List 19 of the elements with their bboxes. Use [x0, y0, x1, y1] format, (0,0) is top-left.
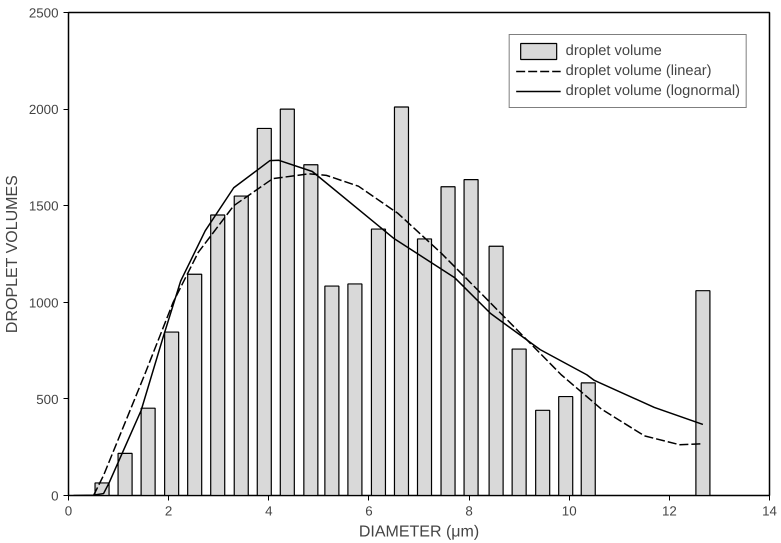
- y-tick-label: 1500: [28, 198, 59, 214]
- x-tick-label: 6: [365, 504, 373, 518]
- legend-label: droplet volume (lognormal): [566, 83, 740, 99]
- y-tick-label: 0: [51, 488, 59, 504]
- y-tick-label: 2500: [28, 6, 59, 20]
- y-tick-label: 1000: [28, 295, 59, 310]
- x-tick-label: 0: [64, 504, 72, 518]
- legend-label: droplet volume (linear): [566, 63, 712, 79]
- x-tick-label: 2: [164, 504, 172, 518]
- y-axis-title: DROPLET VOLUMES: [4, 175, 21, 334]
- x-axis-title: DIAMETER (μm): [358, 524, 480, 540]
- y-tick-label: 2000: [28, 102, 59, 118]
- legend-label: droplet volume: [566, 43, 662, 59]
- x-tick-label: 4: [265, 504, 274, 518]
- x-tick-label: 10: [562, 504, 577, 518]
- x-tick-label: 12: [662, 504, 677, 518]
- y-tick-label: 500: [36, 392, 59, 407]
- x-tick-label: 14: [762, 504, 778, 518]
- x-tick-label: 8: [465, 504, 473, 518]
